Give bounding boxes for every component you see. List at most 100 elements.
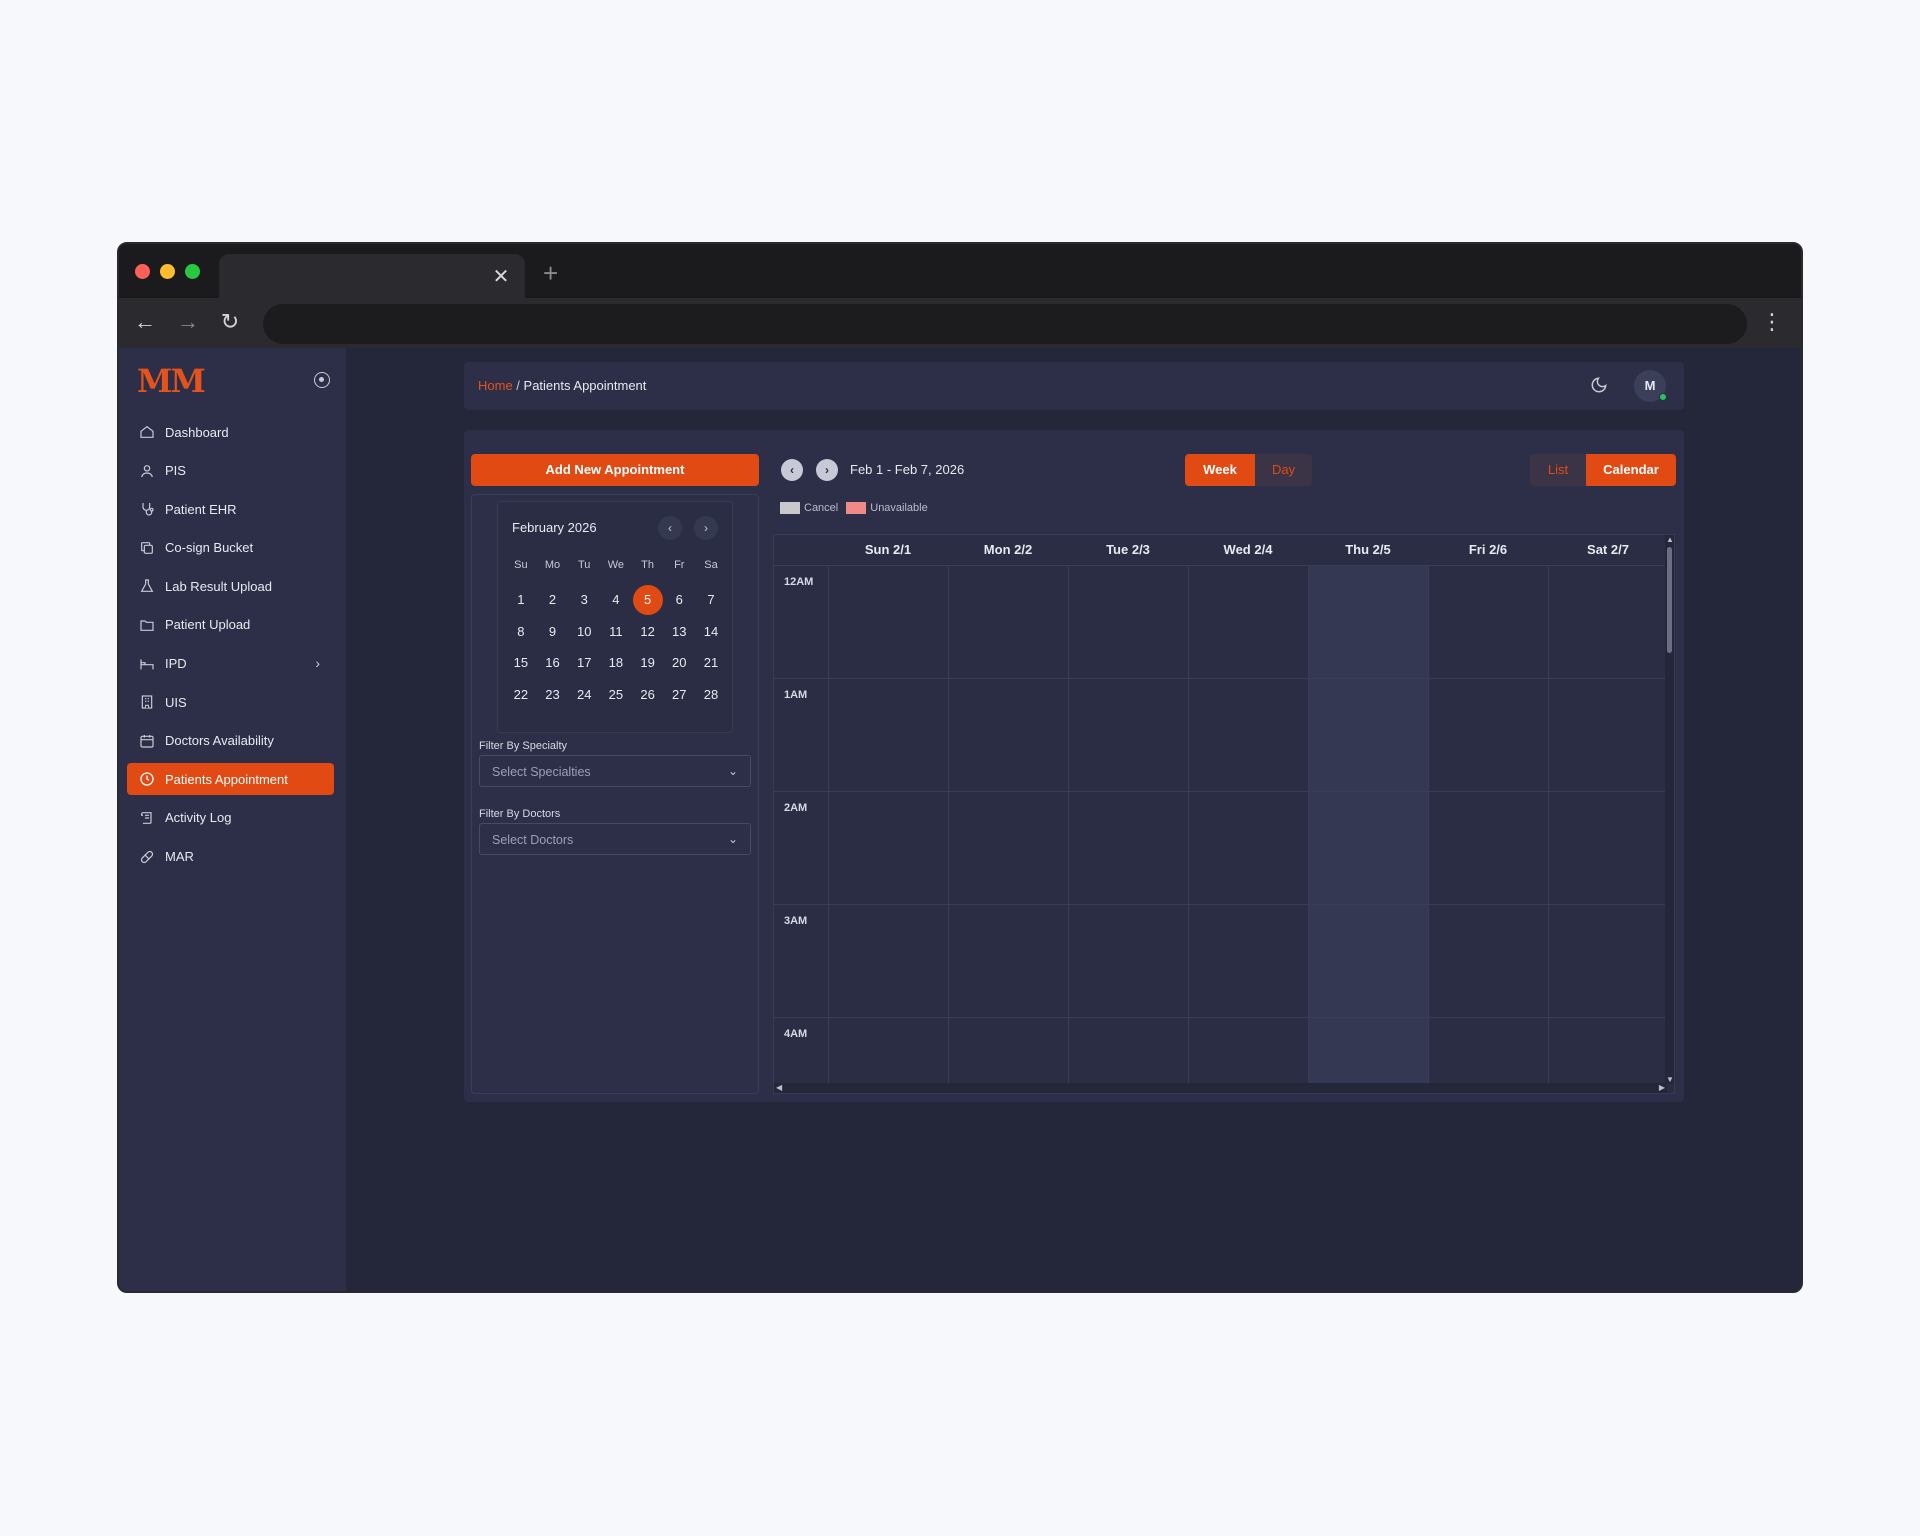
calendar-day[interactable]: 23: [537, 687, 569, 702]
calendar-day-number: 11: [609, 623, 623, 639]
tab-close-icon[interactable]: ✕: [492, 266, 510, 288]
minimize-window-dot[interactable]: [160, 264, 175, 279]
calendar-day[interactable]: 15: [505, 655, 537, 670]
hour-label: 2AM: [784, 802, 808, 814]
hour-row[interactable]: 3AM: [774, 904, 1667, 1017]
calendar-day[interactable]: 27: [663, 687, 695, 702]
calendar-legend: Cancel Unavailable: [780, 502, 928, 514]
horizontal-scrollbar[interactable]: ◀ ▶: [774, 1083, 1667, 1093]
week-grid-body[interactable]: 12AM 1AM 2AM 3AM 4AM: [774, 565, 1667, 1084]
add-new-appointment-button[interactable]: Add New Appointment: [471, 454, 759, 486]
mode-calendar-button[interactable]: Calendar: [1586, 454, 1676, 486]
sidebar-item-patient-upload[interactable]: Patient Upload: [127, 609, 334, 641]
calendar-day[interactable]: 10: [568, 624, 600, 639]
calendar-day[interactable]: 7: [695, 592, 727, 607]
sidebar-item-lab-result-upload[interactable]: Lab Result Upload: [127, 570, 334, 602]
calendar-day[interactable]: 18: [600, 655, 632, 670]
hour-row[interactable]: 4AM: [774, 1017, 1667, 1084]
calendar-day[interactable]: 26: [632, 687, 664, 702]
mini-calendar-next-icon[interactable]: ›: [694, 516, 718, 540]
sidebar-item-doctors-availability[interactable]: Doctors Availability: [127, 725, 334, 757]
weekday-label: We: [607, 559, 625, 571]
sidebar-item-patients-appointment[interactable]: Patients Appointment: [127, 763, 334, 796]
calendar-day[interactable]: 25: [600, 687, 632, 702]
browser-tabbar: ✕ +: [119, 244, 1801, 298]
sidebar-item-ipd[interactable]: IPD ›: [127, 648, 334, 680]
weekday-label: Su: [514, 559, 528, 571]
breadcrumb-separator: /: [512, 378, 524, 393]
view-week-button[interactable]: Week: [1185, 454, 1255, 486]
day-column-header: Thu 2/5: [1345, 542, 1391, 557]
theme-toggle-icon[interactable]: [1590, 376, 1608, 394]
maximize-window-dot[interactable]: [185, 264, 200, 279]
range-next-icon[interactable]: ›: [816, 459, 838, 481]
sidebar-item-uis[interactable]: UIS: [127, 686, 334, 718]
hour-label: 1AM: [784, 689, 808, 701]
user-icon: [139, 463, 155, 479]
avatar-initial: M: [1644, 378, 1656, 393]
calendar-day[interactable]: 9: [537, 624, 569, 639]
doctors-select[interactable]: Select Doctors ⌄: [479, 823, 751, 855]
hour-row[interactable]: 1AM: [774, 678, 1667, 791]
forward-icon[interactable]: →: [177, 309, 199, 334]
calendar-day[interactable]: 6: [663, 592, 695, 607]
calendar-day[interactable]: 12: [632, 624, 664, 639]
scrollbar-thumb[interactable]: [1667, 547, 1672, 653]
sidebar-item-activity-log[interactable]: Activity Log: [127, 802, 334, 834]
sidebar-item-mar[interactable]: MAR: [127, 841, 334, 873]
calendar-day[interactable]: 13: [663, 624, 695, 639]
scroll-icon: [139, 810, 155, 826]
calendar-day-number: 24: [576, 686, 592, 702]
browser-tab[interactable]: ✕: [219, 254, 525, 298]
hour-row[interactable]: 2AM: [774, 791, 1667, 904]
calendar-day[interactable]: 17: [568, 655, 600, 670]
mode-list-button[interactable]: List: [1530, 454, 1586, 486]
calendar-day-selected[interactable]: 5: [632, 584, 664, 615]
avatar[interactable]: M: [1634, 370, 1667, 402]
sidebar-collapse-icon[interactable]: [314, 372, 330, 388]
hour-row[interactable]: 12AM: [774, 565, 1667, 678]
back-icon[interactable]: ←: [134, 309, 156, 334]
calendar-day[interactable]: 2: [537, 592, 569, 607]
scroll-right-icon[interactable]: ▶: [1658, 1083, 1665, 1092]
calendar-day[interactable]: 8: [505, 624, 537, 639]
scroll-left-icon[interactable]: ◀: [776, 1083, 783, 1092]
weekday-label: Sa: [704, 559, 718, 571]
vertical-scrollbar[interactable]: ▲ ▼: [1665, 535, 1674, 1084]
calendar-day[interactable]: 1: [505, 592, 537, 607]
calendar-day-number: 8: [517, 623, 525, 639]
specialty-select[interactable]: Select Specialties ⌄: [479, 755, 751, 787]
legend-label: Unavailable: [870, 502, 928, 514]
calendar-day[interactable]: 20: [663, 655, 695, 670]
address-bar[interactable]: [263, 304, 1747, 344]
calendar-day[interactable]: 19: [632, 655, 664, 670]
day-column-header: Tue 2/3: [1106, 542, 1150, 557]
reload-icon[interactable]: ↻: [220, 309, 240, 334]
view-day-button[interactable]: Day: [1255, 454, 1312, 486]
sidebar-item-patient-ehr[interactable]: Patient EHR: [127, 493, 334, 525]
new-tab-icon[interactable]: +: [543, 258, 559, 288]
calendar-day[interactable]: 28: [695, 687, 727, 702]
calendar-day[interactable]: 24: [568, 687, 600, 702]
calendar-day[interactable]: 14: [695, 624, 727, 639]
browser-menu-icon[interactable]: ⋮: [1761, 309, 1783, 334]
sidebar-item-dashboard[interactable]: Dashboard: [127, 416, 334, 448]
scroll-up-icon[interactable]: ▲: [1666, 535, 1674, 544]
mini-calendar-prev-icon[interactable]: ‹: [658, 516, 682, 540]
doctors-select-placeholder: Select Doctors: [492, 833, 574, 847]
calendar-day-number: 6: [675, 592, 683, 608]
sidebar-item-pis[interactable]: PIS: [127, 455, 334, 487]
range-prev-icon[interactable]: ‹: [781, 459, 803, 481]
calendar-day[interactable]: 16: [537, 655, 569, 670]
sidebar-item-label: IPD: [165, 656, 187, 672]
scroll-down-icon[interactable]: ▼: [1666, 1075, 1674, 1084]
calendar-day[interactable]: 21: [695, 655, 727, 670]
calendar-day[interactable]: 11: [600, 624, 632, 639]
breadcrumb-home-link[interactable]: Home: [478, 378, 513, 393]
close-window-dot[interactable]: [135, 264, 150, 279]
sidebar-item-co-sign-bucket[interactable]: Co-sign Bucket: [127, 532, 334, 564]
today-column-highlight: [1308, 565, 1428, 1084]
calendar-day[interactable]: 4: [600, 592, 632, 607]
calendar-day[interactable]: 3: [568, 592, 600, 607]
calendar-day[interactable]: 22: [505, 687, 537, 702]
